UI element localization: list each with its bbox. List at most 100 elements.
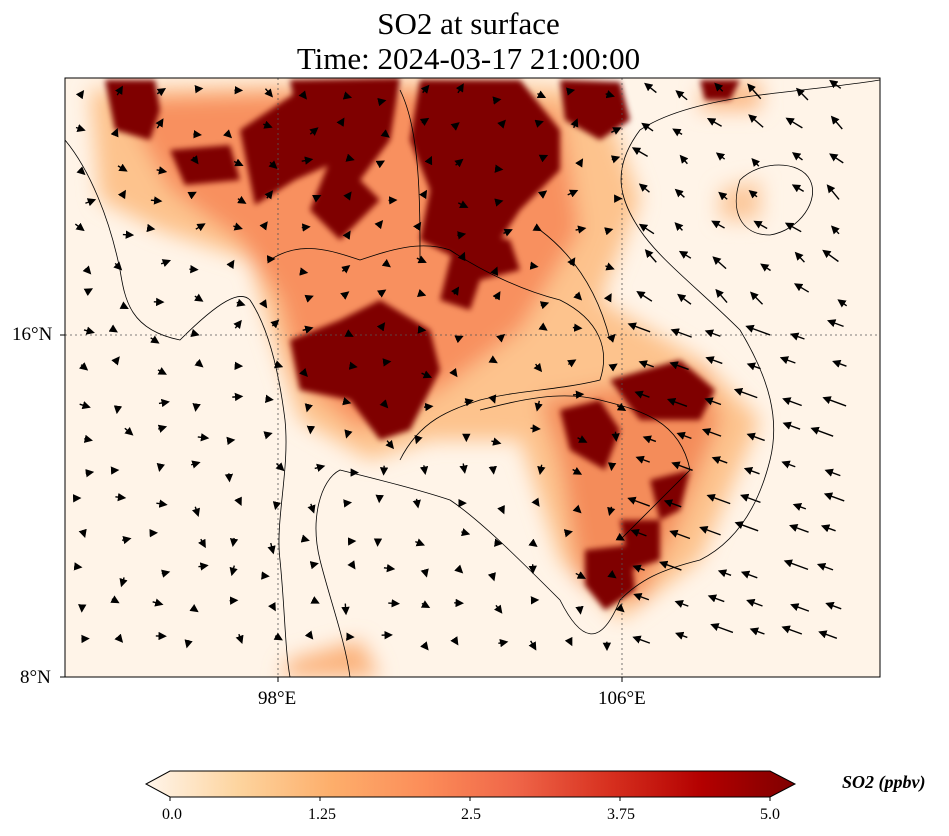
wind-arrow — [615, 532, 625, 541]
wind-arrow — [795, 87, 809, 101]
wind-arrow — [496, 333, 506, 343]
wind-arrow — [824, 468, 841, 477]
wind-arrow — [784, 222, 802, 233]
wind-arrow — [830, 225, 840, 235]
wind-arrow — [420, 600, 431, 608]
wind-arrow — [781, 460, 796, 469]
wind-arrow — [492, 96, 502, 105]
wind-arrow — [146, 223, 156, 233]
wind-arrow — [503, 228, 513, 237]
wind-arrow — [457, 200, 469, 208]
wind-arrow — [157, 367, 167, 375]
wind-arrow — [790, 332, 805, 341]
wind-arrow — [192, 506, 200, 517]
wind-arrow — [232, 392, 244, 402]
wind-arrow — [837, 299, 848, 308]
wind-arrow — [312, 195, 322, 203]
wind-arrow — [705, 356, 723, 365]
wind-arrow — [529, 261, 539, 270]
wind-arrow — [193, 130, 202, 139]
wind-arrow — [336, 117, 345, 127]
wind-arrow — [233, 158, 244, 167]
wind-arrow — [575, 158, 584, 168]
wind-arrow — [674, 600, 689, 608]
wind-arrow — [464, 398, 474, 407]
wind-arrow — [567, 189, 579, 198]
wind-arrow — [342, 397, 352, 406]
wind-arrow — [832, 359, 847, 368]
wind-arrow — [783, 559, 809, 571]
wind-arrow — [341, 264, 351, 274]
wind-arrow — [603, 293, 612, 303]
wind-arrow — [461, 528, 471, 537]
wind-arrow — [237, 195, 247, 204]
wind-arrow — [189, 604, 199, 613]
wind-arrow — [670, 328, 692, 338]
wind-arrow — [610, 155, 621, 164]
so2-hotspots — [105, 78, 740, 610]
wind-arrow — [537, 190, 548, 199]
wind-arrow — [457, 251, 466, 262]
wind-arrow — [73, 562, 83, 571]
wind-arrow — [264, 190, 274, 200]
wind-arrow — [74, 222, 85, 232]
wind-arrow — [421, 370, 433, 379]
wind-arrow — [530, 424, 541, 433]
wind-arrow — [747, 83, 762, 100]
wind-arrow — [304, 630, 314, 640]
wind-arrow — [298, 90, 307, 100]
wind-arrow — [715, 152, 726, 161]
wind-arrow — [572, 323, 583, 332]
wind-arrow — [233, 222, 243, 231]
wind-arrow — [113, 405, 123, 415]
wind-arrow — [419, 465, 429, 475]
wind-arrow — [344, 329, 354, 337]
wind-arrow — [420, 84, 430, 94]
wind-arrow — [194, 293, 204, 302]
wind-arrow — [223, 129, 233, 139]
wind-arrow — [198, 562, 209, 571]
wind-arrow — [671, 461, 693, 471]
wind-arrow — [119, 577, 128, 588]
wind-arrow — [375, 160, 385, 169]
colorbar-tick-label: 3.75 — [607, 806, 635, 823]
wind-arrow — [611, 127, 622, 135]
wind-arrow — [455, 83, 464, 94]
wind-arrow — [347, 560, 356, 570]
wind-arrow — [631, 147, 648, 157]
wind-arrow — [674, 222, 684, 232]
wind-arrow — [791, 184, 805, 193]
wind-arrow — [343, 191, 352, 201]
wind-arrow — [85, 469, 95, 478]
chart-title: SO2 at surface — [377, 6, 560, 41]
wind-arrow — [416, 255, 427, 264]
wind-arrow — [792, 503, 807, 511]
wind-arrow — [158, 398, 170, 408]
wind-arrow — [224, 473, 234, 483]
wind-arrow — [156, 462, 165, 472]
wind-arrow — [417, 288, 427, 297]
wind-arrow — [341, 603, 350, 616]
wind-arrow — [781, 625, 803, 635]
wind-arrow — [236, 298, 246, 307]
wind-arrow — [160, 259, 172, 267]
wind-arrow — [342, 230, 351, 240]
wind-arrow — [605, 90, 615, 99]
axis-ticks — [60, 334, 623, 682]
wind-arrow — [345, 153, 355, 162]
wind-arrow — [450, 286, 460, 296]
wind-arrow — [117, 163, 128, 172]
wind-arrow — [111, 356, 120, 366]
wind-arrow — [531, 497, 540, 507]
wind-arrow — [449, 367, 458, 378]
wind-arrow — [272, 501, 282, 511]
wind-arrow — [385, 439, 395, 450]
wind-arrow — [707, 594, 725, 603]
ytick-label: 16°N — [12, 324, 53, 345]
wind-arrow — [307, 503, 316, 514]
wind-arrow — [810, 426, 834, 437]
wind-arrow — [676, 431, 692, 440]
wind-arrow — [187, 191, 197, 200]
wind-arrow — [157, 424, 168, 433]
wind-arrow — [538, 322, 548, 331]
